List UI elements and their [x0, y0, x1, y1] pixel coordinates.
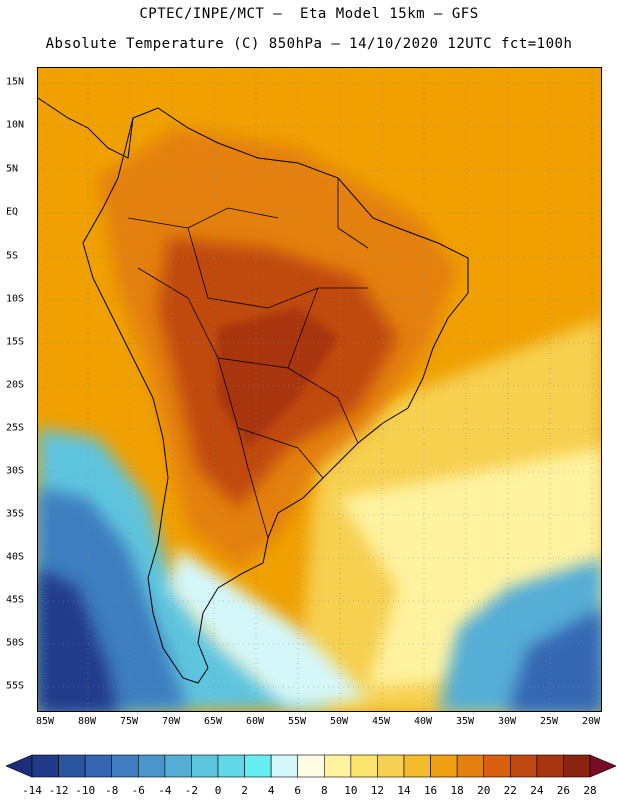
field-atlantic-very-cold: [508, 609, 601, 711]
lon-label: 80W: [77, 716, 97, 727]
lat-label: 10S: [6, 293, 25, 305]
map-title-line1: CPTEC/INPE/MCT – Eta Model 15km – GFS: [139, 6, 479, 22]
colorbar-swatch: [297, 754, 325, 778]
lon-label: 35W: [455, 716, 475, 727]
colorbar-swatch: [377, 754, 405, 778]
lat-label: 40S: [6, 551, 25, 563]
colorbar-tick-label: 26: [556, 784, 571, 797]
colorbar-swatch: [509, 754, 538, 778]
lat-label: EQ: [6, 206, 19, 218]
lon-label: 20W: [581, 716, 601, 727]
colorbar-tick-label: -6: [131, 784, 145, 797]
map-title-line2: Absolute Temperature (C) 850hPa – 14/10/…: [45, 36, 573, 52]
colorbar-tick-label: -14: [22, 784, 42, 797]
lat-label: 45S: [6, 594, 25, 606]
colorbar-swatch: [191, 754, 219, 778]
lon-label: 40W: [413, 716, 433, 727]
lon-label: 30W: [497, 716, 517, 727]
colorbar-tick-label: 4: [267, 784, 275, 797]
field-pacific-deep-cold: [38, 568, 118, 711]
colorbar-tick-label: 8: [320, 784, 328, 797]
colorbar-swatch: [350, 754, 378, 778]
colorbar-swatch: [483, 754, 511, 778]
colorbar-tick-label: 6: [294, 784, 302, 797]
colorbar-tick-label: 22: [503, 784, 517, 797]
map-canvas: [38, 68, 601, 711]
colorbar-swatch: [456, 754, 485, 778]
lon-label: 65W: [203, 716, 223, 727]
coastline-south-america: [82, 107, 469, 684]
lon-label: 70W: [161, 716, 181, 727]
colorbar-tick-label: 2: [241, 784, 248, 797]
colorbar-tick-label: 18: [450, 784, 464, 797]
colorbar-low-arrow: [6, 754, 33, 778]
lat-label: 5N: [6, 163, 19, 175]
colorbar-swatch: [430, 754, 458, 778]
colorbar-tick-label: 28: [583, 784, 597, 797]
lon-label: 45W: [371, 716, 391, 727]
coastline-central-america: [38, 97, 134, 159]
temperature-map: [37, 67, 602, 712]
colorbar-swatch: [536, 754, 564, 778]
colorbar-swatch: [84, 754, 113, 778]
lat-label: 10N: [6, 119, 25, 131]
colorbar: [6, 754, 616, 778]
colorbar-tick-label: 16: [423, 784, 438, 797]
colorbar-tick-label: 14: [397, 784, 411, 797]
colorbar-swatch: [563, 754, 591, 778]
colorbar-swatch: [403, 754, 431, 778]
lon-label: 75W: [119, 716, 139, 727]
grid-lines: [38, 68, 601, 711]
lat-label: 30S: [6, 465, 25, 477]
colorbar-high-arrow: [589, 754, 616, 778]
colorbar-tick-label: -8: [105, 784, 119, 797]
lat-label: 5S: [6, 250, 19, 262]
lat-label: 50S: [6, 637, 25, 649]
lon-label: 55W: [287, 716, 307, 727]
colorbar-swatch: [164, 754, 192, 778]
colorbar-swatch: [137, 754, 166, 778]
lat-label: 15S: [6, 336, 25, 348]
colorbar-swatch: [323, 754, 352, 778]
colorbar-swatch: [217, 754, 245, 778]
colorbar-tick-label: 24: [530, 784, 544, 797]
colorbar-tick-label: 10: [344, 784, 358, 797]
colorbar-tick-label: -10: [75, 784, 96, 797]
colorbar-swatch: [270, 754, 299, 778]
colorbar-tick-label: -12: [48, 784, 69, 797]
lon-label: 60W: [245, 716, 265, 727]
lat-label: 15N: [6, 76, 25, 88]
lon-label: 85W: [35, 716, 55, 727]
colorbar-tick-label: 20: [477, 784, 491, 797]
lat-label: 25S: [6, 422, 25, 434]
colorbar-tick-label: -4: [158, 784, 172, 797]
lat-label: 35S: [6, 508, 25, 520]
colorbar-swatch: [244, 754, 272, 778]
colorbar-tick-label: 12: [370, 784, 385, 797]
colorbar-swatch: [31, 754, 59, 778]
lat-label: 55S: [6, 680, 25, 692]
colorbar-swatch: [58, 754, 86, 778]
colorbar-tick-label: 0: [214, 784, 222, 797]
colorbar-swatch: [111, 754, 139, 778]
colorbar-tick-label: -2: [184, 784, 199, 797]
lon-label: 50W: [329, 716, 349, 727]
lat-label: 20S: [6, 379, 25, 391]
lon-label: 25W: [539, 716, 559, 727]
